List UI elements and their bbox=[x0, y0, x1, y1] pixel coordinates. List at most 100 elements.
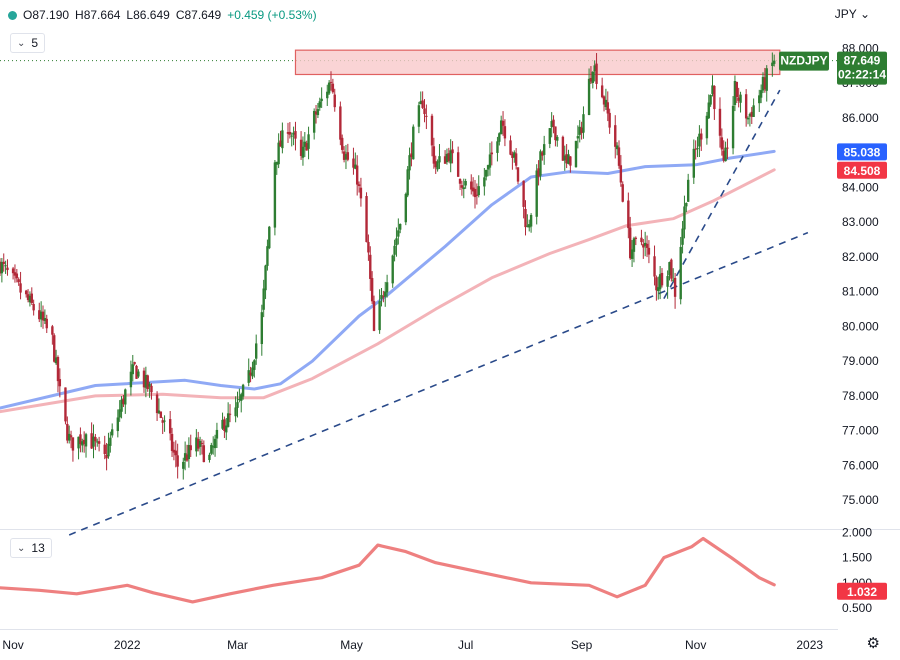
candle-body bbox=[161, 420, 164, 423]
candle-body bbox=[51, 326, 54, 335]
date-tick-label: Nov bbox=[2, 638, 23, 652]
candle-body bbox=[629, 227, 632, 259]
candle-body bbox=[486, 165, 490, 170]
symbol-tag: NZDJPY bbox=[779, 51, 829, 71]
symbol-tag-bg bbox=[779, 51, 829, 71]
candle-body bbox=[513, 152, 516, 158]
gear-icon[interactable]: ⚙ bbox=[866, 635, 880, 652]
candle-body bbox=[541, 152, 544, 156]
candle-body bbox=[748, 113, 752, 117]
candle-body bbox=[66, 423, 69, 441]
candle-body bbox=[13, 272, 17, 276]
candle-body bbox=[24, 290, 28, 295]
candle-body bbox=[144, 374, 148, 388]
candle-body bbox=[542, 144, 546, 155]
candle-body bbox=[561, 136, 565, 161]
candle-body bbox=[759, 90, 763, 98]
candle-body bbox=[329, 81, 333, 83]
candle-body bbox=[464, 180, 467, 186]
candle-body bbox=[266, 246, 269, 266]
candle-body bbox=[43, 318, 47, 321]
candle-body bbox=[17, 279, 20, 283]
candle-body bbox=[683, 206, 686, 230]
candle-body bbox=[410, 153, 413, 157]
candle-body bbox=[183, 453, 187, 461]
candle-body bbox=[41, 311, 45, 321]
candle-body bbox=[475, 194, 479, 196]
candle-body bbox=[221, 419, 224, 429]
candle-body bbox=[305, 143, 308, 151]
candle-body bbox=[700, 133, 703, 140]
candle-body bbox=[352, 158, 355, 168]
candle-body bbox=[447, 153, 451, 161]
candle-body bbox=[640, 237, 643, 243]
ohlc-legend: O87.190 H87.664 L86.649 C87.649 +0.459 (… bbox=[8, 8, 317, 22]
candle-body bbox=[182, 461, 185, 469]
candle-body bbox=[660, 272, 664, 286]
candle-body bbox=[556, 136, 559, 141]
trendline-2[interactable] bbox=[663, 89, 781, 300]
change-value: +0.459 (+0.53%) bbox=[227, 8, 317, 22]
candle-body bbox=[354, 164, 357, 169]
ma-long-tag-bg bbox=[837, 143, 887, 161]
sub-indicators-toggle[interactable]: ⌄ 13 bbox=[10, 538, 52, 558]
candle-body bbox=[131, 364, 134, 375]
candle-body bbox=[97, 441, 101, 444]
candle-body bbox=[116, 417, 120, 432]
candle-body bbox=[148, 383, 151, 387]
candle-body bbox=[56, 357, 60, 382]
candle-body bbox=[307, 134, 310, 149]
candlestick-series[interactable] bbox=[0, 52, 776, 480]
price-tick-label: 83.000 bbox=[842, 215, 879, 229]
candle-body bbox=[477, 186, 480, 196]
currency-selector[interactable]: JPY ⌄ bbox=[835, 7, 870, 21]
candle-body bbox=[744, 94, 748, 119]
candle-body bbox=[320, 98, 323, 102]
candle-body bbox=[614, 125, 617, 147]
candle-body bbox=[397, 230, 400, 237]
candle-body bbox=[627, 200, 630, 229]
currency-label: JPY bbox=[834, 7, 857, 21]
candle-body bbox=[404, 193, 408, 223]
candle-body bbox=[159, 411, 163, 419]
resistance-zone[interactable] bbox=[294, 49, 781, 76]
candle-body bbox=[303, 141, 307, 147]
candle-body bbox=[526, 225, 529, 227]
ma-short-tag: 84.508 bbox=[837, 161, 887, 179]
candle-body bbox=[198, 440, 202, 447]
candle-body bbox=[71, 437, 75, 451]
candle-body bbox=[483, 177, 486, 187]
candle-body bbox=[64, 387, 67, 422]
candle-body bbox=[514, 153, 518, 166]
candle-body bbox=[458, 178, 462, 184]
candle-body bbox=[30, 293, 33, 303]
candle-body bbox=[53, 335, 56, 362]
candle-body bbox=[380, 294, 383, 299]
candle-body bbox=[445, 153, 449, 163]
candle-body bbox=[621, 184, 624, 202]
oscillator-tick-label: 2.000 bbox=[842, 526, 872, 540]
price-tick-label: 79.000 bbox=[842, 354, 879, 368]
candle-body bbox=[591, 71, 595, 84]
candle-body bbox=[524, 208, 527, 228]
candle-body bbox=[260, 312, 264, 345]
candle-body bbox=[471, 187, 475, 192]
candle-body bbox=[576, 136, 580, 139]
trendline-1[interactable] bbox=[68, 231, 809, 536]
candle-body bbox=[630, 249, 634, 259]
oscillator-value-tag-bg bbox=[837, 582, 887, 600]
candle-body bbox=[600, 85, 604, 98]
candle-body bbox=[752, 105, 755, 117]
candle-body bbox=[711, 85, 714, 94]
candle-body bbox=[264, 265, 267, 291]
main-indicators-toggle[interactable]: ⌄ 5 bbox=[10, 33, 46, 53]
candle-body bbox=[696, 148, 699, 150]
date-tick-label: May bbox=[340, 638, 363, 652]
candle-body bbox=[529, 214, 533, 227]
candle-body bbox=[582, 114, 585, 133]
candle-body bbox=[82, 439, 86, 445]
candle-body bbox=[342, 151, 346, 160]
candle-body bbox=[724, 147, 727, 162]
